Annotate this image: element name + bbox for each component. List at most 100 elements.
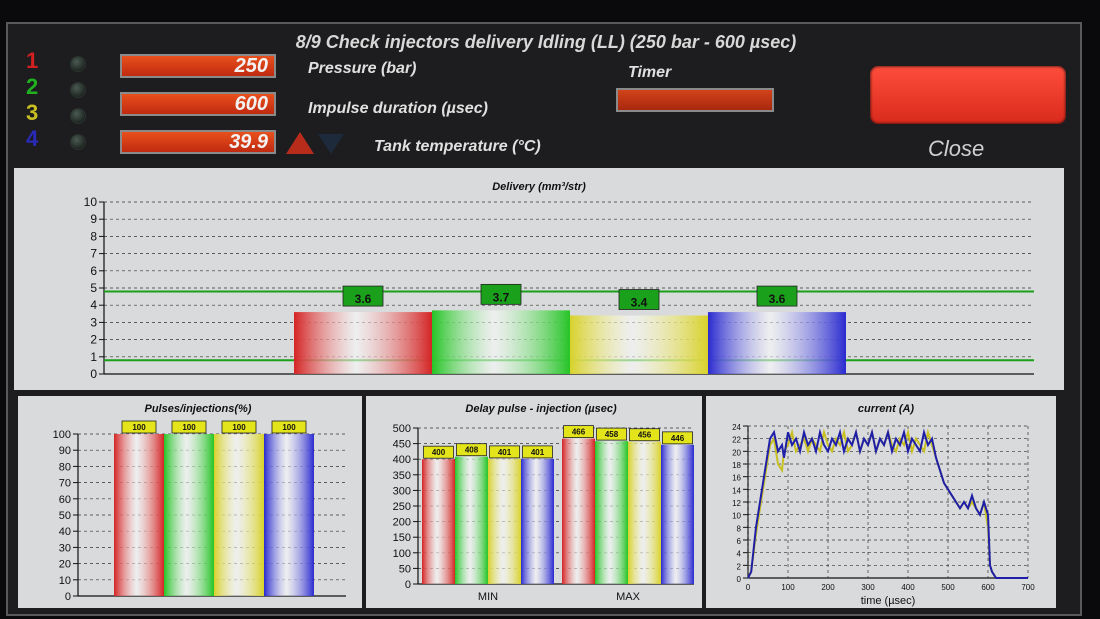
current-xtick-label: 100 [781, 583, 795, 592]
delivery-ytick-label: 3 [90, 315, 97, 329]
temperature-up-arrow-icon[interactable] [286, 132, 314, 154]
injector-1-number: 1 [26, 48, 39, 73]
delivery-value-label-1: 3.6 [355, 292, 372, 306]
delay-ytick-label: 100 [393, 548, 411, 560]
pulses-ytick-label: 60 [59, 494, 71, 506]
current-ytick-label: 0 [737, 575, 742, 584]
delivery-ytick-label: 5 [90, 281, 97, 295]
delivery-ytick-label: 6 [90, 264, 97, 278]
pulses-chart-title: Pulses/injections(%) [145, 403, 252, 415]
delay-bar-min-1 [422, 459, 455, 584]
delay-value-label-max-3: 456 [638, 431, 652, 440]
delivery-value-label-4: 3.6 [769, 292, 786, 306]
delivery-chart-title: Delivery (mm³/str) [492, 181, 586, 193]
delivery-value-label-3-box [618, 289, 660, 310]
pulses-value-label-1-box [121, 420, 157, 434]
delivery-bar-1 [294, 312, 432, 374]
delivery-value-label-2-box [480, 283, 522, 305]
delay-chart: Delay pulse - injection (µsec) 0 50 100 150 2… [393, 403, 694, 603]
tank-temperature-label: Tank temperature (°C) [374, 138, 541, 155]
current-x-axis-label: time (µsec) [861, 595, 916, 607]
pulses-ytick-label: 30 [59, 542, 71, 554]
delay-ytick-label: 250 [393, 501, 411, 513]
current-ytick-label: 18 [732, 461, 741, 470]
delivery-value-label-2: 3.7 [493, 290, 510, 304]
current-ytick-label: 8 [737, 524, 742, 533]
injector-4-number: 4 [26, 126, 39, 151]
current-ytick-label: 22 [732, 436, 741, 445]
current-ytick-label: 2 [737, 562, 742, 571]
delay-ytick-label: 350 [393, 470, 411, 482]
delay-value-label-max-3-box [629, 428, 660, 442]
delay-value-label-min-3: 401 [498, 448, 512, 457]
delay-ytick-label: 200 [393, 517, 411, 529]
delay-value-label-min-4: 401 [531, 448, 545, 457]
delivery-ytick-label: 7 [90, 247, 97, 261]
delay-bar-max-2 [595, 441, 628, 584]
pressure-label: Pressure (bar) [308, 60, 417, 77]
delay-ytick-label: 50 [399, 563, 411, 575]
current-series-line-2 [747, 428, 1028, 579]
delay-ytick-label: 450 [393, 439, 411, 451]
current-xtick-label: 600 [981, 583, 995, 592]
delay-bar-min-3 [488, 458, 521, 584]
injector-4-led-icon [70, 134, 86, 150]
delay-bar-min-2 [455, 456, 488, 584]
current-ytick-label: 4 [737, 550, 742, 559]
delivery-value-label-1-box [342, 285, 384, 307]
delay-ytick-label: 150 [393, 532, 411, 544]
impulse-duration-label: Impulse duration (µsec) [308, 100, 488, 117]
delay-bar-max-3 [628, 441, 661, 584]
delay-value-label-max-2: 458 [605, 430, 619, 439]
current-ytick-label: 12 [732, 499, 741, 508]
delay-value-label-min-2-box [456, 443, 487, 457]
injector-2-led-icon [70, 82, 86, 98]
delivery-ytick-label: 9 [90, 212, 97, 226]
delay-value-label-min-4-box [522, 445, 553, 459]
injector-2-number: 2 [26, 74, 39, 99]
delivery-bar-4 [708, 312, 846, 374]
pulses-ytick-label: 0 [65, 591, 71, 603]
delay-ytick-label: 300 [393, 485, 411, 497]
current-ytick-label: 10 [732, 512, 741, 521]
tank-temperature-value: 39.9 [120, 130, 276, 154]
delay-category-label-max: MAX [616, 591, 641, 603]
delay-value-label-min-3-box [489, 445, 520, 459]
current-chart-title: current (A) [858, 403, 915, 415]
injector-3-number: 3 [26, 100, 39, 125]
pulses-value-label-3: 100 [232, 423, 246, 432]
delay-ytick-label: 400 [393, 454, 411, 466]
delivery-bar-2 [432, 310, 570, 374]
delivery-ytick-label: 4 [90, 298, 97, 312]
delay-value-label-max-4-box [662, 431, 693, 445]
pressure-value: 250 [120, 54, 276, 78]
pulses-value-label-2: 100 [182, 423, 196, 432]
pulses-chart-panel: Pulses/injections(%) 0 10 20 30 40 50 60 70 80 90 1… [18, 396, 362, 608]
current-xtick-label: 0 [746, 583, 751, 592]
current-ytick-label: 6 [737, 537, 742, 546]
pulses-ytick-label: 80 [59, 461, 71, 473]
delivery-ytick-label: 1 [90, 350, 97, 364]
injector-1-led-icon [70, 56, 86, 72]
delay-value-label-min-1-box [423, 445, 454, 459]
delivery-value-label-4-box [756, 285, 798, 307]
delay-value-label-max-2-box [596, 427, 627, 441]
current-chart-panel: current (A) 0 2 4 6 8 10 12 14 16 18 20 22 24 0 100 200 3… [706, 396, 1056, 608]
delay-ytick-label: 500 [393, 423, 411, 435]
temperature-down-arrow-icon[interactable] [318, 134, 344, 154]
pulses-ytick-label: 50 [59, 510, 71, 522]
delivery-ytick-label: 0 [90, 367, 97, 381]
pulses-bar-1 [114, 434, 164, 596]
timer-label: Timer [628, 64, 672, 81]
current-xtick-label: 200 [821, 583, 835, 592]
delay-value-label-max-1-box [563, 425, 594, 439]
delivery-bar-3 [570, 315, 708, 374]
current-xtick-label: 300 [861, 583, 875, 592]
pulses-value-label-4: 100 [282, 423, 296, 432]
close-button-label[interactable]: Close [928, 136, 985, 161]
close-button[interactable] [870, 66, 1066, 124]
injector-test-screen: 8/9 Check injectors delivery Idling (LL)… [6, 22, 1082, 616]
pulses-ytick-label: 90 [59, 445, 71, 457]
delivery-chart: Delivery (mm³/str) 0 1 2 3 4 5 6 7 8 9 10 3.6 3.7 3.4 3… [84, 181, 1034, 381]
delivery-ytick-label: 2 [90, 333, 97, 347]
